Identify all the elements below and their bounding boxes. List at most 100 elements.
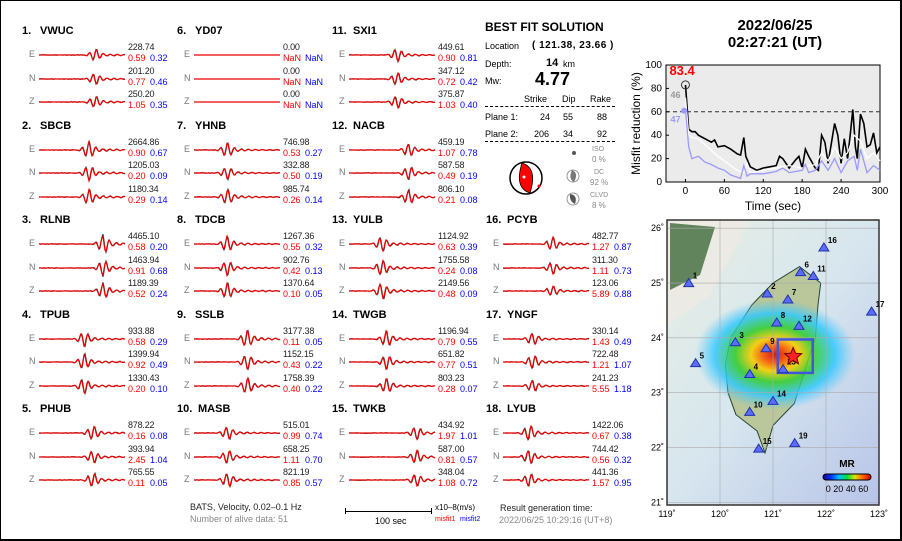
station-triangle-icon[interactable]: [788, 437, 801, 448]
misfit1-value: 0.11: [283, 336, 300, 347]
component-label: Z: [493, 474, 499, 484]
depth-unit: km: [563, 59, 575, 69]
observed-trace: [39, 282, 125, 298]
station-name: TWGB: [353, 308, 387, 321]
misfit2-value: 0.08: [460, 265, 478, 276]
station-title: 3.: [22, 214, 32, 226]
misfit2-value: 0.40: [460, 100, 478, 110]
peak-amplitude: 2664.86: [128, 136, 160, 147]
observed-trace: [194, 168, 281, 182]
observed-trace: [39, 234, 126, 254]
station-number: 1: [693, 272, 698, 281]
station-triangle-icon[interactable]: [743, 406, 756, 416]
station-triangle-icon[interactable]: [770, 317, 783, 327]
station-number: 14: [777, 389, 786, 398]
peak-amplitude: 393.94: [128, 443, 155, 454]
peak-amplitude: 1758.39: [283, 372, 315, 383]
dc-label: DC: [594, 169, 605, 176]
observed-trace: [194, 328, 281, 346]
misfit2-value: NaN: [305, 76, 324, 87]
station-triangle-icon[interactable]: [767, 395, 779, 405]
depth-value: 14: [546, 57, 559, 69]
event-date: 2022/06/25: [737, 17, 813, 34]
synthetic-trace: [503, 261, 590, 275]
station-triangle-icon[interactable]: [794, 266, 807, 277]
x-tick-label: 180: [794, 186, 811, 197]
lon-tick-label: 123˚: [870, 509, 888, 519]
misfit2-value: 0.09: [460, 289, 478, 299]
station-triangle-icon[interactable]: [752, 443, 765, 453]
station-triangle-icon[interactable]: [743, 368, 756, 379]
station-name: PCYB: [507, 214, 538, 226]
lat-tick-label: 22˚: [651, 442, 664, 452]
station-number: 16: [828, 236, 837, 245]
peak-amplitude: 933.88: [128, 325, 155, 336]
misfit2-value: NaN: [305, 100, 324, 110]
component-label: E: [493, 238, 500, 248]
colorbar-ticks: 0 20 40 60: [826, 484, 869, 494]
waveform-trace: [503, 354, 590, 370]
peak-amplitude: 651.82: [438, 349, 465, 359]
station-triangle-icon[interactable]: [817, 242, 830, 252]
x-tick-label: 60: [719, 186, 731, 197]
station-name: LYUB: [507, 403, 536, 415]
misfit2-value: 0.55: [460, 336, 478, 347]
misfit2-value: 0.42: [460, 76, 478, 87]
misfit1-value: 0.90: [128, 147, 146, 158]
network-info: BATS, Velocity, 0.02–0.1 Hz: [190, 502, 302, 512]
misfit2-value: 1.07: [614, 360, 632, 370]
mw-label: Mw:: [485, 76, 502, 86]
component-label: Z: [29, 96, 35, 106]
station-triangle-icon[interactable]: [761, 288, 774, 298]
misfit2-value: 0.05: [305, 336, 323, 347]
misfit1-value: 0.85: [283, 478, 301, 488]
misfit1-value: 0.40: [283, 383, 301, 394]
peak-amplitude: 985.74: [283, 183, 310, 194]
synthetic-trace: [194, 426, 281, 440]
generation-time: 2022/06/25 10:29:16 (UT+8): [499, 515, 613, 525]
peak-amplitude: 375.87: [438, 89, 465, 99]
misfit1-value: NaN: [283, 100, 302, 110]
component-label: E: [339, 332, 346, 343]
station-triangle-icon[interactable]: [793, 320, 805, 330]
station-name: YULB: [353, 214, 383, 226]
synthetic-trace: [349, 143, 436, 156]
station-triangle-icon[interactable]: [865, 306, 878, 316]
peak-amplitude: 1755.58: [438, 254, 470, 265]
peak-amplitude: 348.04: [438, 467, 465, 477]
station-title: 13.: [332, 214, 348, 226]
component-label: N: [29, 72, 36, 83]
waveform-trace: [349, 143, 436, 156]
station-title: 11.: [332, 25, 347, 37]
misfit2-value: 0.22: [305, 360, 323, 370]
station-number: 19: [799, 432, 808, 441]
station-triangle-icon[interactable]: [729, 336, 742, 347]
component-label: Z: [29, 190, 35, 201]
peak-amplitude: 746.98: [283, 136, 310, 147]
station-triangle-icon[interactable]: [689, 357, 702, 368]
misfit1-value: 1.07: [438, 147, 456, 158]
misfit1-value: 1.05: [128, 100, 146, 110]
misfit1-value: 0.52: [128, 289, 146, 299]
misfit2-value: 0.70: [305, 454, 323, 465]
waveform-trace: [194, 141, 281, 156]
peak-amplitude: 1180.34: [128, 183, 159, 194]
waveform-trace: [39, 95, 126, 108]
misfit2-value: 0.46: [150, 76, 168, 87]
misfit1-value: 0.58: [128, 336, 146, 347]
waveform-trace: [349, 328, 436, 346]
scale-tick-left: [345, 508, 346, 514]
station-triangle-icon[interactable]: [760, 342, 773, 353]
station-triangle-icon[interactable]: [682, 277, 695, 288]
misfit1-value: 0.63: [438, 242, 456, 252]
misfit1-value: 0.29: [128, 194, 146, 205]
series-line-2: [684, 109, 881, 180]
station-number: 6: [805, 261, 810, 270]
component-label: N: [29, 356, 36, 366]
station-triangle-icon[interactable]: [807, 270, 820, 280]
peak-amplitude: 902.76: [283, 254, 310, 265]
peak-amplitude: 0.00: [283, 89, 300, 99]
misfit2-value: 1.01: [460, 431, 478, 441]
station-triangle-icon[interactable]: [781, 294, 794, 304]
station-triangle-icon[interactable]: [777, 363, 789, 374]
